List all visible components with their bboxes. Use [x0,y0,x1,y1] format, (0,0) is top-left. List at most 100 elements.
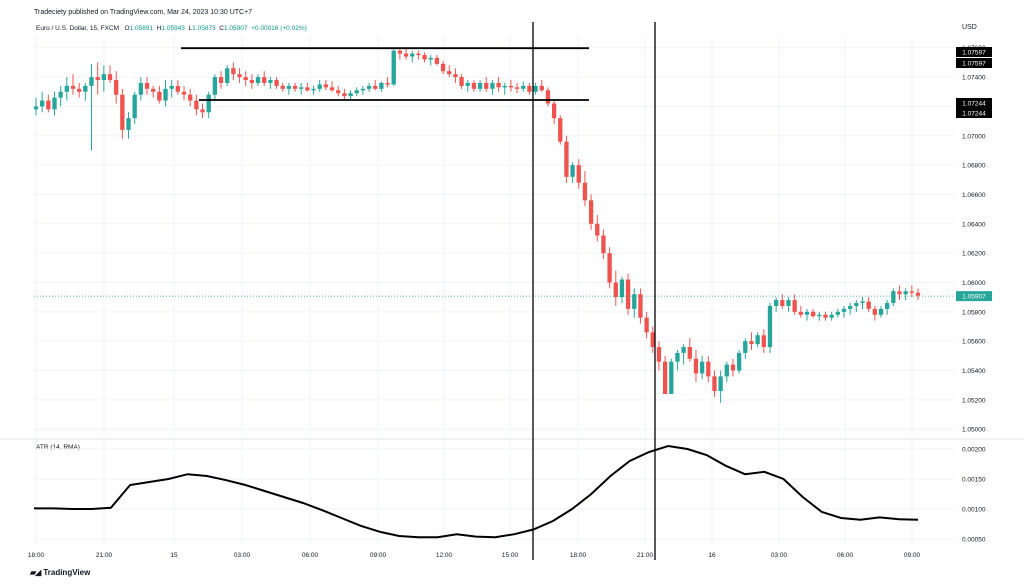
candle-body [83,85,88,92]
brand-name: TradingView [43,568,91,577]
candle-body [644,317,649,333]
candle-body [656,347,662,362]
candle-body [305,87,310,91]
candle-body [817,314,822,317]
candle-body [477,82,483,89]
candle-body [576,165,581,183]
candle-body [854,303,859,306]
candle-body [718,376,723,392]
range-price-label: 1.07244 [962,111,986,118]
y-tick-label: 1.05200 [962,397,986,404]
candle-body [539,85,544,91]
candle-body [126,118,131,130]
candle-body [823,314,828,318]
publisher-line: Tradeciety published on TradingView.com,… [34,9,253,16]
current-price-tag [956,291,992,302]
candle-body [366,85,372,89]
currency-label: USD [962,24,977,31]
candle-body [218,77,224,83]
y-tick-label: 1.05800 [962,309,986,316]
candle-body [200,109,205,113]
range-price-label: 1.07597 [962,50,986,57]
candle-body [607,253,612,283]
candle-body [829,314,834,318]
candle-body [866,301,871,309]
candle-body [385,82,390,85]
candle-body [428,58,433,60]
candle-body [391,50,396,85]
x-tick-label: 03:00 [771,552,788,559]
candle-body [107,74,113,81]
y-tick-label: 1.06000 [962,280,986,287]
candle-body [632,294,637,309]
candle-body [336,90,341,94]
candle-body [619,279,625,298]
candle-body [743,341,748,353]
candle-body [613,282,618,298]
candle-body [551,103,557,119]
candle-body [484,82,489,89]
x-tick-label: 09:00 [904,552,921,559]
candle-body [120,94,125,130]
candle-body [681,347,686,353]
range-price-tag [956,58,992,68]
candle-body [243,77,248,81]
candle-body [163,88,168,101]
candle-body [564,141,569,177]
candle-body [181,91,187,95]
candle-body [58,91,63,98]
range-price-label: 1.07597 [962,61,986,68]
candle-body [268,80,273,83]
candle-body [798,311,803,315]
high-value: 1.05943 [161,25,185,32]
candle-body [286,85,292,89]
candle-body [144,82,150,89]
candle-body [885,303,890,309]
candle-body [70,85,76,89]
brand-footer: ▰◢ TradingView [30,568,90,577]
y-tick-label: 1.07000 [962,133,986,140]
candle-body [897,291,902,295]
candle-body [521,85,526,89]
candle-body [52,97,57,110]
candle-body [804,311,810,315]
candle-body [459,77,464,86]
candle-body [64,85,69,92]
candle-body [514,87,520,89]
x-tick-label: 12:00 [436,552,453,559]
range-price-tag [956,108,992,118]
x-tick-label: 06:00 [837,552,854,559]
range-price-label: 1.07244 [962,101,986,108]
candle-body [274,80,279,86]
candle-body [650,332,655,348]
x-tick-label: 21:00 [637,552,654,559]
candle-body [860,301,865,304]
y-tick-label: 1.06800 [962,163,986,170]
candle-body [280,85,285,89]
atr-series-line [34,444,919,539]
candle-body [292,85,298,89]
y-tick-label: 1.05600 [962,339,986,346]
candle-body [841,308,847,312]
x-tick-label: 21:00 [96,552,113,559]
atr-legend: ATR (14, RMA) [36,444,80,451]
candle-body [33,106,39,110]
open-value: 1.05891 [129,25,154,32]
candle-body [588,200,594,224]
candle-body [299,87,304,89]
candle-body [151,88,156,92]
candle-body [749,341,754,345]
atr-y-tick-label: 0.00100 [962,507,986,514]
candle-body [323,84,329,88]
candle-body [835,311,840,315]
candle-body [138,82,144,95]
candle-body [317,84,322,89]
y-tick-label: 1.05400 [962,368,986,375]
candle-body [533,85,538,92]
candle-body [915,292,921,296]
candle-body [465,82,470,86]
candle-body [527,85,532,92]
current-price-label: 1.05907 [962,294,986,301]
candle-body [231,68,236,75]
